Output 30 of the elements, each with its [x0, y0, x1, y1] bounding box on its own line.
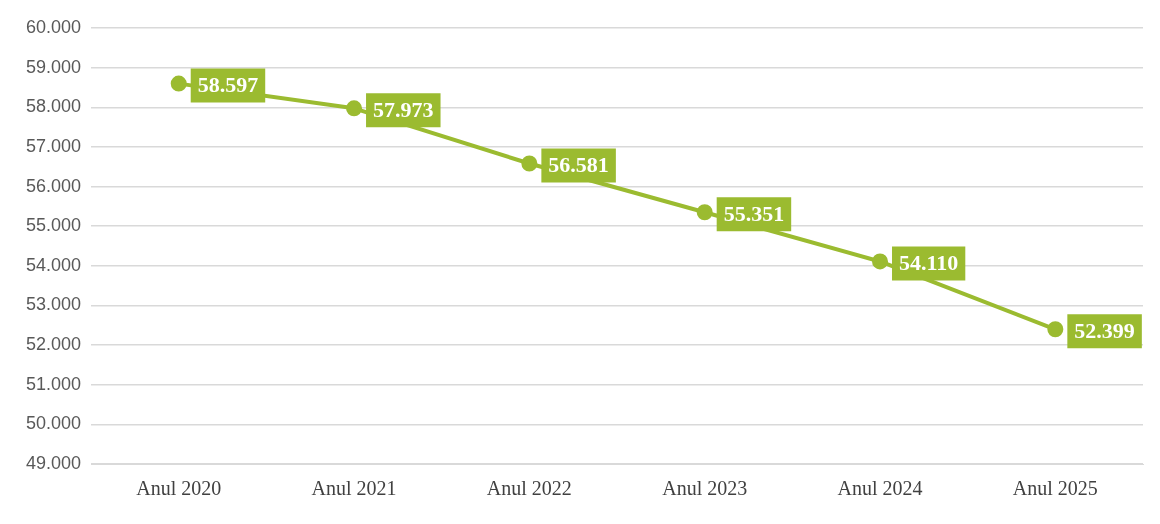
x-tick-label: Anul 2023	[662, 477, 748, 500]
x-tick-label: Anul 2022	[486, 477, 572, 500]
y-tick-label: 59.000	[25, 56, 82, 77]
data-label: 52.399	[1074, 317, 1135, 343]
y-tick-label: 50.000	[25, 413, 82, 434]
y-tick-label: 52.000	[25, 334, 82, 355]
x-tick-label: Anul 2024	[837, 477, 923, 500]
x-tick-label: Anul 2021	[311, 477, 397, 500]
data-label: 54.110	[899, 250, 959, 276]
x-tick-label: Anul 2025	[1012, 477, 1098, 500]
y-tick-label: 56.000	[25, 175, 82, 196]
point	[521, 155, 538, 172]
y-tick-label: 51.000	[25, 373, 82, 394]
point	[346, 100, 363, 117]
data-label: 58.597	[197, 72, 259, 98]
y-tick-label: 49.000	[25, 452, 82, 473]
y-tick-label: 54.000	[25, 254, 82, 275]
x-tick-label: Anul 2020	[136, 477, 222, 500]
point	[872, 253, 889, 270]
point	[1047, 321, 1064, 338]
y-tick-label: 58.000	[25, 96, 82, 117]
y-tick-label: 53.000	[25, 294, 82, 315]
data-label: 55.351	[723, 200, 785, 226]
data-label: 57.973	[373, 97, 434, 123]
point	[696, 204, 713, 221]
y-tick-label: 57.000	[25, 135, 82, 156]
y-tick-label: 60.000	[25, 16, 82, 37]
y-tick-label: 55.000	[25, 215, 82, 236]
data-label: 56.581	[548, 152, 609, 178]
point	[170, 75, 187, 92]
